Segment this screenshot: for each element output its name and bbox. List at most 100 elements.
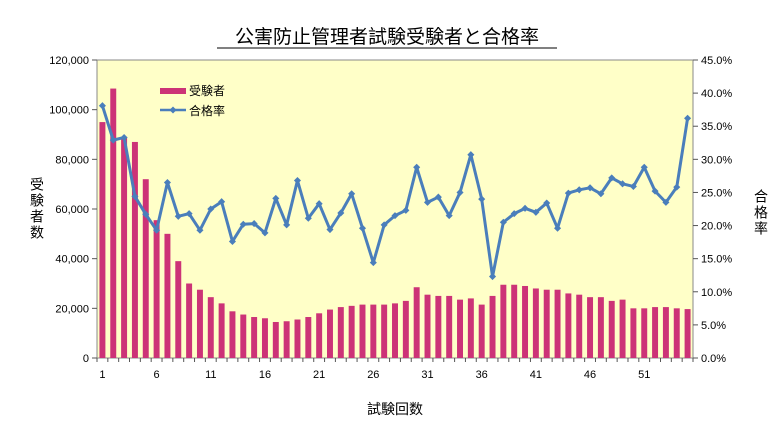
pass-rate-point-53 bbox=[662, 198, 670, 206]
bar-42 bbox=[543, 289, 550, 358]
pass-rate-point-11 bbox=[207, 205, 215, 213]
pass-rate-point-21 bbox=[315, 200, 323, 208]
bar-22 bbox=[327, 309, 333, 358]
right-tick-label: 40.0% bbox=[701, 88, 732, 100]
pass-rate-point-34 bbox=[456, 188, 464, 196]
left-axis: 0 20,000 40,000 60,000 80,000 100,000 120,000 bbox=[49, 55, 97, 365]
left-tick-label: 40,000 bbox=[55, 254, 89, 266]
bar-6 bbox=[153, 220, 160, 358]
pass-rate-point-17 bbox=[272, 194, 280, 202]
right-tick-label: 20.0% bbox=[701, 221, 732, 233]
bar-35 bbox=[467, 298, 474, 358]
x-tick-label: 6 bbox=[154, 369, 160, 381]
bar-28 bbox=[392, 303, 398, 358]
right-tick-label: 35.0% bbox=[701, 121, 732, 133]
right-tick-label: 30.0% bbox=[701, 154, 732, 166]
pass-rate-point-20 bbox=[304, 214, 312, 222]
legend: 受験者 合格率 bbox=[160, 83, 225, 118]
pass-rate-point-52 bbox=[651, 187, 659, 195]
pass-rate-point-38 bbox=[499, 218, 507, 226]
pass-rate-point-2 bbox=[109, 136, 117, 144]
chart-title: 公害防止管理者試験受験者と合格率 bbox=[235, 26, 539, 48]
bar-7 bbox=[164, 233, 171, 358]
bar-27 bbox=[381, 304, 388, 358]
bar-49 bbox=[619, 299, 626, 358]
pass-rate-point-35 bbox=[467, 151, 475, 159]
pass-rate-point-40 bbox=[521, 204, 529, 212]
pass-rate-point-16 bbox=[261, 229, 269, 237]
pass-rate-point-46 bbox=[586, 184, 594, 192]
line-series bbox=[98, 102, 692, 281]
right-tick-label: 10.0% bbox=[701, 287, 732, 299]
x-tick-label: 26 bbox=[367, 369, 379, 381]
bar-20 bbox=[305, 317, 312, 358]
bar-3 bbox=[121, 136, 128, 358]
pass-rate-point-36 bbox=[478, 195, 486, 203]
pass-rate-point-44 bbox=[564, 189, 572, 197]
bar-44 bbox=[565, 293, 572, 358]
bar-2 bbox=[110, 88, 117, 358]
pass-rate-point-50 bbox=[629, 182, 637, 191]
left-tick-label: 100,000 bbox=[49, 105, 89, 117]
legend-line-marker bbox=[169, 106, 177, 114]
pass-rate-point-10 bbox=[196, 226, 204, 234]
right-axis-label: 合格率 bbox=[752, 189, 768, 237]
pass-rate-point-1 bbox=[98, 102, 106, 110]
right-tick-label: 15.0% bbox=[701, 254, 732, 266]
x-tick-label: 41 bbox=[530, 369, 542, 381]
bar-9 bbox=[186, 283, 193, 358]
right-tick-label: 25.0% bbox=[701, 187, 732, 199]
bar-50 bbox=[630, 308, 637, 358]
legend-bar-label: 受験者 bbox=[189, 83, 225, 98]
x-axis-label: 試験回数 bbox=[367, 402, 423, 418]
bar-39 bbox=[511, 284, 518, 358]
left-tick-label: 120,000 bbox=[49, 55, 89, 67]
pass-rate-point-7 bbox=[163, 178, 171, 187]
bar-33 bbox=[446, 295, 453, 358]
right-tick-label: 5.0% bbox=[701, 320, 726, 332]
pass-rate-point-5 bbox=[142, 210, 150, 218]
pass-rate-point-3 bbox=[120, 133, 128, 142]
bar-1 bbox=[99, 122, 106, 358]
bar-14 bbox=[240, 314, 247, 358]
pass-rate-point-23 bbox=[337, 209, 345, 217]
pass-rate-point-55 bbox=[684, 114, 692, 122]
bar-24 bbox=[348, 305, 355, 358]
pass-rate-point-28 bbox=[391, 212, 399, 220]
bar-4 bbox=[131, 141, 138, 358]
bar-18 bbox=[283, 321, 290, 358]
bar-12 bbox=[218, 303, 225, 358]
pass-rate-point-29 bbox=[402, 206, 410, 214]
bar-5 bbox=[142, 179, 149, 358]
bar-23 bbox=[337, 307, 344, 358]
bar-53 bbox=[662, 307, 669, 358]
bar-52 bbox=[652, 307, 659, 358]
right-tick-label: 45.0% bbox=[701, 55, 732, 67]
pass-rate-point-48 bbox=[608, 174, 616, 182]
x-tick-label: 21 bbox=[313, 369, 325, 381]
bar-25 bbox=[359, 304, 366, 358]
bar-15 bbox=[251, 317, 258, 358]
pass-rate-point-51 bbox=[640, 163, 648, 171]
x-tick-label: 36 bbox=[476, 369, 488, 381]
x-tick-label: 46 bbox=[584, 369, 596, 381]
pass-rate-point-12 bbox=[218, 198, 226, 206]
bar-48 bbox=[608, 300, 615, 358]
pass-rate-point-13 bbox=[228, 237, 236, 245]
left-tick-label: 80,000 bbox=[55, 154, 89, 166]
x-tick-label: 16 bbox=[259, 369, 271, 381]
pass-rate-point-14 bbox=[239, 220, 247, 228]
pass-rate-point-30 bbox=[413, 163, 421, 171]
right-axis: 0.0% 5.0% 10.0% 15.0% 20.0% 25.0% 30.0% 35.0% 40… bbox=[693, 55, 732, 365]
bar-29 bbox=[402, 300, 409, 358]
left-axis-label: 受験者数 bbox=[28, 177, 44, 241]
left-tick-label: 20,000 bbox=[55, 303, 89, 315]
bar-46 bbox=[587, 297, 594, 358]
pass-rate-point-41 bbox=[532, 208, 540, 216]
pass-rate-point-22 bbox=[326, 225, 334, 234]
bar-21 bbox=[316, 313, 323, 358]
bar-30 bbox=[413, 287, 420, 358]
pass-rate-point-4 bbox=[131, 192, 139, 200]
bar-43 bbox=[554, 289, 561, 358]
left-tick-label: 0 bbox=[83, 353, 89, 365]
